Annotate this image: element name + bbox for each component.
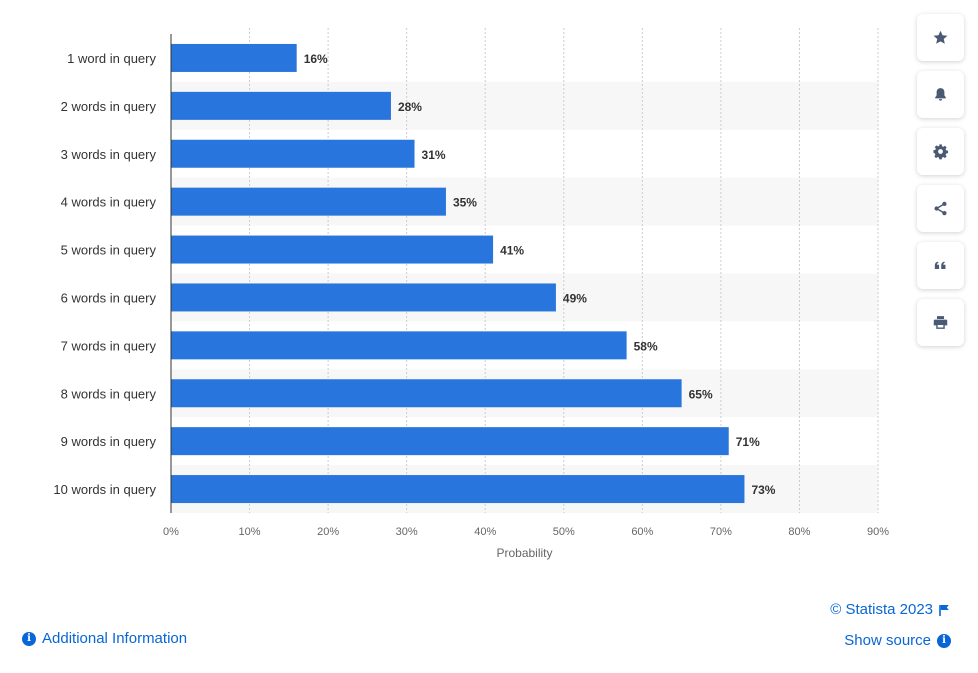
bell-icon xyxy=(935,88,946,101)
favorite-button[interactable] xyxy=(917,14,964,61)
bar[interactable] xyxy=(171,379,682,408)
data-label: 31% xyxy=(422,148,446,162)
bars xyxy=(171,43,745,504)
x-tick-labels: 0% 10% 20% 30% 40% 50% 60% 70% 80% 90% xyxy=(163,526,889,538)
data-label: 35% xyxy=(453,196,477,210)
category-label: 1 word in query xyxy=(67,51,156,66)
settings-button[interactable] xyxy=(917,128,964,175)
category-label: 8 words in query xyxy=(61,386,157,401)
data-labels: 16% 28% 31% 35% 41% 49% 58% 65% 71% 73% xyxy=(304,52,776,497)
bar[interactable] xyxy=(171,235,494,264)
x-tick-label: 60% xyxy=(631,526,653,538)
show-source-link[interactable]: Show source i xyxy=(844,632,951,649)
x-tick-label: 0% xyxy=(163,526,179,538)
share-button[interactable] xyxy=(917,185,964,232)
category-label: 10 words in query xyxy=(53,482,156,497)
x-tick-label: 80% xyxy=(788,526,810,538)
bar[interactable] xyxy=(171,475,745,504)
print-button[interactable] xyxy=(917,299,964,346)
data-label: 73% xyxy=(751,483,775,497)
data-label: 49% xyxy=(563,291,587,305)
category-label: 4 words in query xyxy=(61,195,157,210)
additional-information-link[interactable]: i Additional Information xyxy=(22,630,187,647)
category-label: 7 words in query xyxy=(61,338,157,353)
category-label: 9 words in query xyxy=(61,434,157,449)
category-label: 6 words in query xyxy=(61,290,157,305)
print-icon xyxy=(933,316,948,329)
x-tick-label: 90% xyxy=(867,526,889,538)
bar[interactable] xyxy=(171,91,391,120)
copyright-label: © Statista 2023 xyxy=(830,601,933,618)
x-tick-label: 20% xyxy=(317,526,339,538)
info-icon: i xyxy=(937,633,951,648)
data-label: 16% xyxy=(304,52,328,66)
cite-button[interactable] xyxy=(917,242,964,289)
data-label: 41% xyxy=(500,244,524,258)
bar-chart: 1 word in query 2 words in query 3 words i… xyxy=(53,28,889,560)
bar[interactable] xyxy=(171,427,729,456)
data-label: 58% xyxy=(634,339,658,353)
bar[interactable] xyxy=(171,283,556,312)
x-tick-label: 10% xyxy=(239,526,261,538)
category-label: 2 words in query xyxy=(61,99,157,114)
additional-information-label: Additional Information xyxy=(42,630,188,647)
data-label: 28% xyxy=(398,100,422,114)
show-source-label: Show source xyxy=(844,632,931,649)
data-label: 65% xyxy=(689,387,713,401)
star-icon xyxy=(933,30,948,44)
data-label: 71% xyxy=(736,435,760,449)
quote-icon xyxy=(934,261,946,270)
share-icon xyxy=(934,201,947,216)
bar[interactable] xyxy=(171,139,415,168)
bar[interactable] xyxy=(171,331,627,360)
notification-button[interactable] xyxy=(917,71,964,118)
category-label: 3 words in query xyxy=(61,147,157,162)
chart-toolbar xyxy=(917,14,964,356)
statista-copyright-link[interactable]: © Statista 2023 xyxy=(830,601,950,618)
flag-icon xyxy=(939,604,949,616)
bar[interactable] xyxy=(171,43,297,72)
category-label: 5 words in query xyxy=(61,243,157,258)
x-tick-label: 50% xyxy=(553,526,575,538)
gear-icon xyxy=(933,144,949,160)
x-tick-label: 40% xyxy=(474,526,496,538)
x-tick-label: 30% xyxy=(396,526,418,538)
x-tick-label: 70% xyxy=(710,526,732,538)
x-axis-title: Probability xyxy=(496,546,552,560)
bar[interactable] xyxy=(171,187,446,216)
category-labels: 1 word in query 2 words in query 3 words i… xyxy=(53,51,156,497)
info-icon: i xyxy=(22,631,36,646)
